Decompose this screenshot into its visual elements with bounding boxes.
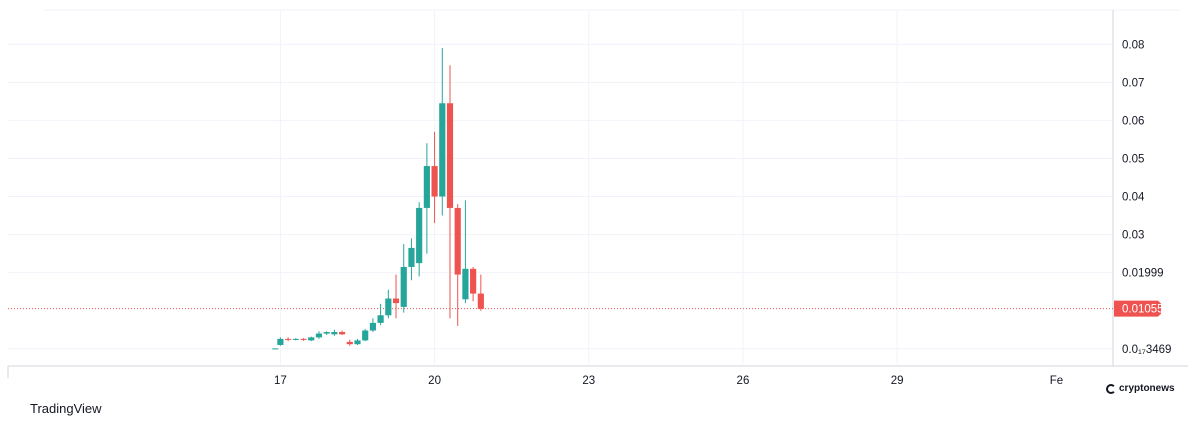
candle-up [462,268,469,300]
candle-down [338,332,346,335]
candle-up [323,332,330,334]
candle-up [385,298,392,316]
cryptonews-label: cryptonews [1119,383,1175,394]
candle-up [416,207,423,264]
cryptonews-logo-icon [1106,383,1116,394]
candle-up [400,266,407,307]
candle-down [431,166,438,197]
candle-down [285,338,292,340]
tradingview-brand[interactable]: TradingView [30,401,102,416]
last-price-text: 0.01055 [1122,304,1164,316]
y-tick-label: 0.06 [1122,115,1144,127]
grid-lines [8,9,1180,364]
candle-up [272,348,279,350]
candle-up [408,247,415,267]
candle-down [454,207,461,275]
candle-down [392,298,400,304]
last-price-label: 0.01055 [1114,300,1164,317]
x-tick-label: 17 [274,375,287,387]
candle-up [292,338,299,340]
y-tick-label: 0.01999 [1122,268,1164,280]
candle-up [369,322,376,331]
x-tick-label: 26 [737,375,750,387]
candle-up [277,338,284,345]
candle-up [377,315,384,323]
axis-lines [7,10,1188,378]
x-tick-label: Fe [1050,375,1063,387]
x-axis-labels: 17 20 23 26 29 Fe [274,375,1063,387]
candle-down [446,103,454,208]
y-tick-label: 0.05 [1122,153,1144,165]
y-tick-label: 0.03 [1122,230,1144,242]
candle-down [300,338,307,340]
candle-down [346,341,353,345]
candle-up [354,340,361,345]
candle-down [477,293,484,309]
candle-up [315,333,323,338]
candle-up [362,330,369,341]
y-tick-label: 0.08 [1122,39,1144,51]
y-tick-label: 0.07 [1122,77,1144,89]
cryptonews-watermark: cryptonews [1106,383,1175,394]
candle-up [439,103,446,197]
x-tick-label: 20 [428,375,441,387]
last-price-box [1114,300,1161,317]
candle-up [423,166,430,208]
y-axis-labels: 0.08 0.07 0.06 0.05 0.04 0.03 0.01999 0.0₁₇3469 [1122,39,1171,356]
y-tick-label: 0.0₁₇3469 [1122,344,1171,356]
candle-down [470,268,477,294]
candle-up [308,337,315,341]
y-tick-label: 0.04 [1122,192,1145,204]
candles [272,48,484,350]
x-tick-label: 29 [891,375,904,387]
x-tick-label: 23 [582,375,595,387]
candle-up [331,332,338,335]
